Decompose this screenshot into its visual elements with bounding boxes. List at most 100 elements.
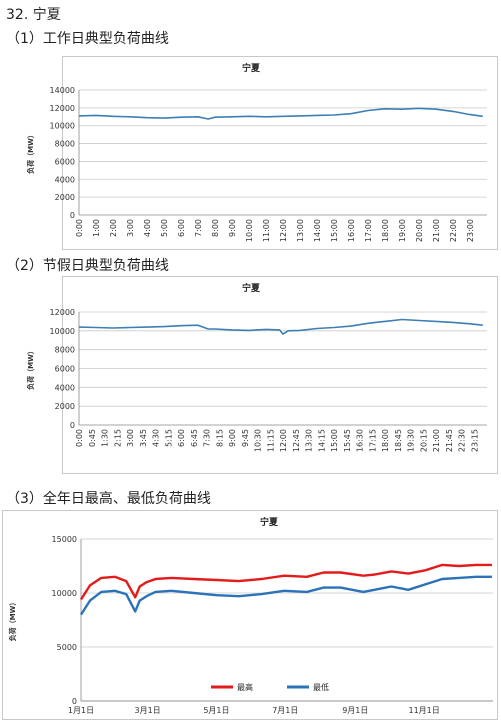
legend-label: 最高: [237, 682, 253, 692]
x-tick-label: 8:15: [215, 429, 224, 447]
x-tick-label: 14:15: [317, 429, 326, 452]
y-tick-label: 12000: [50, 308, 75, 317]
x-tick-label: 4:30: [152, 429, 161, 447]
x-tick-label: 3:00: [126, 219, 135, 237]
y-tick-label: 4000: [55, 175, 75, 184]
x-tick-label: 18:00: [381, 429, 390, 452]
x-tick-label: 7月1日: [272, 706, 298, 715]
x-tick-label: 10:00: [245, 219, 254, 242]
x-tick-label: 0:00: [75, 219, 84, 237]
x-tick-label: 11:00: [262, 219, 271, 242]
x-tick-label: 17:00: [364, 219, 373, 242]
y-tick-label: 8000: [55, 140, 75, 149]
x-tick-label: 15:00: [330, 429, 339, 452]
x-tick-label: 3月1日: [135, 706, 161, 715]
x-tick-label: 2:00: [109, 219, 118, 237]
x-tick-label: 14:00: [313, 219, 322, 242]
x-tick-label: 18:00: [381, 219, 390, 242]
x-tick-label: 23:00: [466, 219, 475, 242]
x-tick-label: 12:45: [292, 429, 301, 452]
x-tick-label: 13:00: [296, 219, 305, 242]
y-tick-label: 6000: [55, 365, 75, 374]
x-tick-label: 6:00: [177, 219, 186, 237]
y-axis-label: 负荷（MW）: [8, 599, 17, 642]
y-tick-label: 15000: [52, 535, 77, 544]
y-tick-label: 10000: [50, 327, 75, 336]
annual-max-min-load-chart-svg: 宁夏 0 5000 10000 15000 负荷（MW） 1月1日 3月1日 5月1日 7月1日 9…: [8, 516, 493, 715]
y-tick-label: 2000: [55, 402, 75, 411]
y-tick-label: 0: [70, 211, 75, 220]
chart-title: 宁夏: [260, 516, 279, 528]
x-tick-label: 7:30: [203, 429, 212, 447]
y-tick-label: 4000: [55, 383, 75, 392]
x-tick-label: 16:00: [347, 219, 356, 242]
y-tick-label: 6000: [55, 157, 75, 166]
y-axis-label: 负荷（MW）: [26, 347, 35, 390]
y-tick-label: 5000: [57, 643, 77, 652]
x-tick-label: 15:00: [330, 219, 339, 242]
x-tick-label: 9:00: [228, 429, 237, 447]
x-tick-label: 1:00: [92, 219, 101, 237]
series-line-0: [79, 563, 492, 601]
workday-load-chart: 宁夏 0 2000 4000 6000 8000 10000 12000 14000 负荷（MW）…: [26, 56, 498, 250]
x-tick-label: 11:15: [266, 429, 275, 452]
x-tick-label: 11月1日: [409, 706, 440, 715]
y-tick-label: 12000: [50, 104, 75, 113]
x-tick-label: 12:00: [279, 429, 288, 452]
x-tick-label: 9月1日: [342, 706, 368, 715]
x-tick-label: 15:45: [343, 429, 352, 452]
x-tick-label: 10:30: [254, 429, 263, 452]
x-tick-label: 17:15: [368, 429, 377, 452]
x-tick-label: 12:00: [279, 219, 288, 242]
x-tick-label: 2:15: [113, 429, 122, 447]
chart-title: 宁夏: [242, 282, 261, 294]
holiday-load-chart: 宁夏 0 2000 4000 6000 8000 10000 12000 负荷（MW） 0:00 0…: [26, 276, 498, 474]
x-tick-label: 22:30: [458, 429, 467, 452]
subsection-title-workday: （1）工作日典型负荷曲线: [6, 31, 169, 47]
y-tick-label: 8000: [55, 346, 75, 355]
y-tick-label: 10000: [52, 589, 77, 598]
x-tick-label: 9:00: [228, 219, 237, 237]
y-tick-label: 10000: [50, 122, 75, 131]
y-tick-label: 14000: [50, 86, 75, 95]
x-tick-label: 7:00: [194, 219, 203, 237]
x-tick-label: 3:00: [126, 429, 135, 447]
x-tick-label: 18:45: [394, 429, 403, 452]
x-tick-label: 6:00: [177, 429, 186, 447]
x-tick-label: 0:45: [88, 429, 97, 447]
x-tick-label: 6:45: [190, 429, 199, 447]
x-tick-label: 0:00: [75, 429, 84, 447]
holiday-load-chart-svg: 宁夏 0 2000 4000 6000 8000 10000 12000 负荷（MW） 0:00 0…: [26, 282, 487, 452]
legend-label: 最低: [313, 682, 329, 692]
x-tick-label: 21:45: [445, 429, 454, 452]
subsection-title-holiday: （2）节假日典型负荷曲线: [6, 258, 169, 274]
y-tick-label: 0: [70, 421, 75, 430]
x-tick-label: 13:30: [305, 429, 314, 452]
x-tick-label: 5月1日: [203, 706, 229, 715]
x-tick-label: 5:00: [160, 219, 169, 237]
x-tick-label: 19:00: [398, 219, 407, 242]
x-tick-label: 20:00: [415, 219, 424, 242]
series-line-1: [79, 575, 492, 616]
x-tick-label: 21:00: [432, 429, 441, 452]
annual-max-min-load-chart: 宁夏 0 5000 10000 15000 负荷（MW） 1月1日 3月1日 5月1日 7月1日 9…: [2, 510, 498, 720]
x-tick-label: 8:00: [211, 219, 220, 237]
section-title: 32. 宁夏: [6, 7, 61, 23]
x-tick-label: 1月1日: [68, 706, 94, 715]
x-tick-label: 16:30: [356, 429, 365, 452]
series-line-0: [78, 107, 483, 120]
x-tick-label: 23:15: [470, 429, 479, 452]
series-line-0: [78, 318, 483, 335]
workday-load-chart-svg: 宁夏 0 2000 4000 6000 8000 10000 12000 14000 负荷（MW）…: [26, 62, 487, 242]
subsection-title-annual: （3）全年日最高、最低负荷曲线: [6, 491, 211, 507]
y-tick-label: 2000: [55, 193, 75, 202]
x-tick-label: 22:00: [449, 219, 458, 242]
chart-title: 宁夏: [242, 62, 261, 74]
x-tick-label: 4:00: [143, 219, 152, 237]
x-tick-label: 19:30: [407, 429, 416, 452]
y-tick-label: 0: [72, 697, 77, 706]
x-tick-label: 5:15: [164, 429, 173, 447]
x-tick-label: 9:45: [241, 429, 250, 447]
x-tick-label: 1:30: [101, 429, 110, 447]
y-axis-label: 负荷（MW）: [26, 131, 35, 174]
